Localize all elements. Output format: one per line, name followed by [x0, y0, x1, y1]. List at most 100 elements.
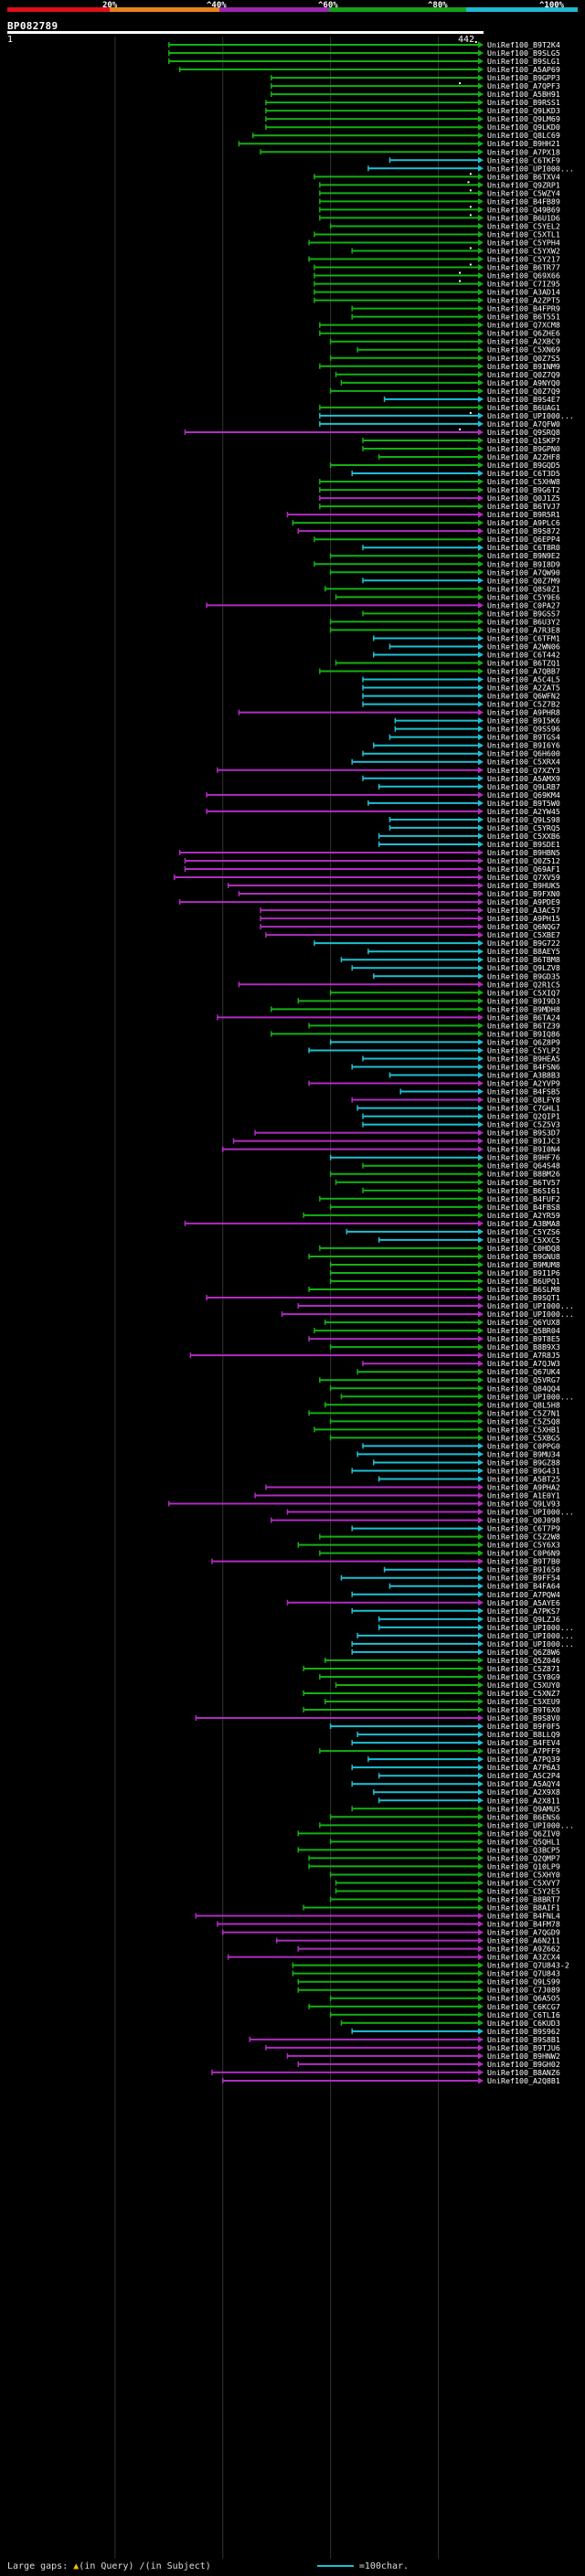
- hit-end-arrow-icon: [478, 164, 484, 172]
- hit-end-arrow-icon: [478, 1253, 484, 1260]
- hit-label: UniRef100_C5YEL2: [487, 221, 560, 230]
- hit-end-arrow-icon: [478, 1154, 484, 1161]
- hit-label: UniRef100_B9IQ86: [487, 1029, 560, 1038]
- hit-label: UniRef100_B8BRT7: [487, 1895, 560, 1904]
- hit-label: UniRef100_Q6H600: [487, 749, 560, 758]
- hit-row: UniRef100_B9GQD5: [329, 461, 560, 470]
- hit-end-arrow-icon: [478, 668, 484, 675]
- hit-end-arrow-icon: [478, 898, 484, 906]
- hit-end-arrow-icon: [478, 2028, 484, 2035]
- hit-end-arrow-icon: [478, 1228, 484, 1235]
- hit-row: UniRef100_B9FXN0: [238, 889, 560, 898]
- hit-label: UniRef100_B9SLG1: [487, 57, 560, 66]
- hit-end-arrow-icon: [478, 181, 484, 188]
- hit-end-arrow-icon: [478, 684, 484, 692]
- hit-row: UniRef100_C6TFM1: [373, 633, 560, 642]
- hit-row: UniRef100_A7PQ39: [367, 1754, 560, 1764]
- gap-marker: [469, 247, 472, 249]
- hit-label: UniRef100_B4FA64: [487, 1582, 560, 1591]
- hit-end-arrow-icon: [478, 2052, 484, 2060]
- hit-end-arrow-icon: [478, 775, 484, 782]
- hit-row: UniRef100_C5YEL2: [329, 221, 560, 230]
- hit-label: UniRef100_B8ANZ6: [487, 2068, 560, 2077]
- hit-label: UniRef100_B6TV57: [487, 1178, 560, 1187]
- hit-label: UniRef100_B6TZQ1: [487, 659, 560, 668]
- hit-row: UniRef100_Q9LZV8: [351, 963, 560, 972]
- hit-end-arrow-icon: [478, 577, 484, 584]
- hit-end-arrow-icon: [478, 1475, 484, 1482]
- hit-row: UniRef100_B6SLM8: [308, 1285, 560, 1294]
- hit-row: UniRef100_B4FBS8: [329, 1203, 560, 1212]
- hit-row: UniRef100_B9FF54: [340, 1574, 560, 1583]
- hit-row: UniRef100_A5BT25: [378, 1474, 560, 1483]
- hit-row: UniRef100_B9I5K6: [394, 716, 560, 726]
- hit-end-arrow-icon: [478, 1954, 484, 1961]
- hit-label: UniRef100_B9HF76: [487, 1153, 560, 1162]
- hit-end-arrow-icon: [478, 1121, 484, 1129]
- hit-label: UniRef100_A1E0Y1: [487, 1491, 560, 1500]
- hit-end-arrow-icon: [478, 230, 484, 238]
- hit-row: UniRef100_B4FUF2: [319, 1194, 560, 1203]
- hit-label: UniRef100_B9I650: [487, 1565, 560, 1574]
- hit-row: UniRef100_UPI000...: [367, 164, 574, 173]
- hit-row: UniRef100_A7PX18: [260, 147, 560, 156]
- scale-tick-20: 20%: [102, 1, 118, 10]
- hit-end-arrow-icon: [478, 1442, 484, 1449]
- hit-row: UniRef100_C7IZ95: [314, 280, 560, 289]
- hit-end-arrow-icon: [478, 841, 484, 848]
- hit-label: UniRef100_UPI000...: [487, 1631, 574, 1640]
- hit-label: UniRef100_C5XVY7: [487, 1878, 560, 1887]
- gap-marker: [469, 263, 472, 266]
- hit-end-arrow-icon: [478, 107, 484, 114]
- hit-end-arrow-icon: [478, 437, 484, 444]
- hit-label: UniRef100_UPI000...: [487, 1639, 574, 1648]
- hit-end-arrow-icon: [478, 355, 484, 362]
- hit-label: UniRef100_B4FUF2: [487, 1194, 560, 1203]
- hit-label: UniRef100_A7PKS7: [487, 1606, 560, 1616]
- hit-label: UniRef100_Q64S48: [487, 1161, 560, 1171]
- hit-row: UniRef100_Q64S48: [362, 1161, 560, 1171]
- hit-label: UniRef100_C6TFM1: [487, 633, 560, 642]
- hit-row: UniRef100_A7R8J5: [189, 1351, 560, 1360]
- hit-end-arrow-icon: [478, 1492, 484, 1500]
- hit-end-arrow-icon: [478, 1500, 484, 1508]
- hit-end-arrow-icon: [478, 1088, 484, 1096]
- hit-end-arrow-icon: [478, 148, 484, 155]
- hit-label: UniRef100_B8AIF1: [487, 1903, 560, 1913]
- hit-end-arrow-icon: [478, 1723, 484, 1730]
- hit-end-arrow-icon: [478, 1146, 484, 1153]
- hit-label: UniRef100_B6T551: [487, 313, 560, 322]
- hit-end-arrow-icon: [478, 1929, 484, 1936]
- hit-label: UniRef100_B9T7B0: [487, 1557, 560, 1566]
- hit-end-arrow-icon: [478, 618, 484, 625]
- hit-end-arrow-icon: [478, 1640, 484, 1648]
- hit-label: UniRef100_Q2R1C5: [487, 980, 560, 989]
- hit-label: UniRef100_A9NYQ0: [487, 378, 560, 387]
- hit-row: UniRef100_C5XTL1: [314, 229, 560, 239]
- hit-row: UniRef100_Q5BR04: [314, 1326, 560, 1335]
- hit-row: UniRef100_B9S4E7: [383, 395, 560, 404]
- hit-end-arrow-icon: [478, 1681, 484, 1689]
- hit-end-arrow-icon: [478, 726, 484, 733]
- hit-label: UniRef100_B9HEA5: [487, 1054, 560, 1063]
- hit-label: UniRef100_C5Z7N1: [487, 1408, 560, 1417]
- gap-query-text: (in Query): [79, 2561, 134, 2571]
- hit-row: UniRef100_Q1SKP7: [362, 436, 560, 445]
- hit-end-arrow-icon: [478, 1517, 484, 1524]
- hit-row: UniRef100_C7J089: [297, 1986, 560, 1995]
- hit-row: UniRef100_C5Y8G9: [319, 1672, 560, 1681]
- hit-label: UniRef100_B6TXV4: [487, 172, 560, 181]
- hit-row: UniRef100_B9GSS7: [362, 609, 560, 618]
- hit-label: UniRef100_UPI000...: [487, 1623, 574, 1632]
- hit-label: UniRef100_B8LLQ9: [487, 1730, 560, 1739]
- hit-label: UniRef100_A2XBC9: [487, 337, 560, 346]
- hit-row: UniRef100_A7PFF9: [319, 1746, 560, 1755]
- hit-end-arrow-icon: [478, 1055, 484, 1062]
- hit-end-arrow-icon: [478, 1458, 484, 1466]
- hit-label: UniRef100_B4FB89: [487, 196, 560, 206]
- hit-label: UniRef100_Q8S0Z1: [487, 584, 560, 593]
- hit-label: UniRef100_C7GHL1: [487, 1104, 560, 1113]
- hit-label: UniRef100_C5XEU9: [487, 1697, 560, 1706]
- hit-label: UniRef100_A9PHR8: [487, 708, 560, 717]
- hit-row: UniRef100_B9S8B1: [249, 2035, 560, 2044]
